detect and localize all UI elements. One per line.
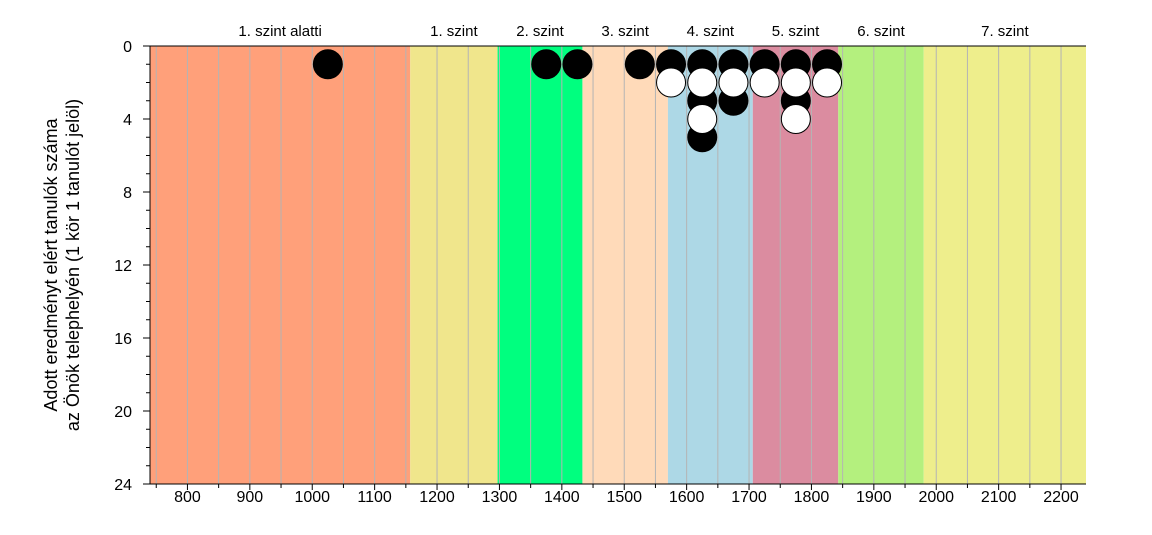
data-point-open (780, 67, 811, 98)
x-tick-label: 1400 (544, 489, 580, 506)
x-tick-label: 1100 (357, 489, 392, 506)
y-tick-label: 24 (114, 477, 132, 494)
y-tick-label: 20 (114, 404, 132, 421)
x-tick-label: 2100 (981, 489, 1017, 506)
data-point-open (718, 67, 749, 98)
x-tick-label: 1000 (294, 489, 330, 506)
vertical-gridlines (155, 46, 1062, 484)
level-band-4 (582, 46, 668, 484)
x-tick-label: 800 (174, 489, 201, 506)
level-label-5: 4. szint (687, 23, 735, 40)
data-point-open (656, 67, 687, 98)
level-band-1 (150, 46, 411, 484)
level-label-8: 7. szint (981, 23, 1029, 40)
x-tick-label: 2200 (1043, 489, 1079, 506)
data-point-filled (624, 49, 655, 80)
y-tick-label: 4 (123, 112, 132, 129)
y-axis-ticks: 0 4 8 12 16 20 24 (114, 39, 150, 494)
data-point-open (687, 67, 718, 98)
level-band-2 (410, 46, 498, 484)
x-tick-label: 1900 (856, 489, 892, 506)
data-point-filled (312, 49, 343, 80)
x-tick-label: 1600 (669, 489, 705, 506)
data-point-open (780, 104, 811, 134)
level-label-2: 1. szint (430, 23, 478, 40)
data-points (312, 49, 843, 153)
y-axis-label-line-2: az Önök telephelyén (1 kör 1 tanulót jel… (63, 99, 83, 431)
y-tick-label: 8 (123, 185, 132, 202)
data-point-open (749, 67, 780, 98)
y-axis-label-line-1: Adott eredményt elért tanulók száma (41, 117, 61, 411)
y-axis-title: Adott eredményt elért tanulók száma az Ö… (41, 99, 83, 431)
y-tick-label: 0 (123, 39, 132, 56)
level-label-1: 1. szint alatti (238, 23, 321, 40)
level-band-7 (838, 46, 924, 484)
level-bands (150, 46, 1086, 484)
y-tick-label: 12 (114, 258, 132, 275)
x-tick-label: 900 (236, 489, 263, 506)
level-label-7: 6. szint (857, 23, 905, 40)
data-point-filled (562, 49, 593, 80)
x-tick-label: 1500 (606, 489, 642, 506)
y-tick-label: 16 (114, 331, 132, 348)
level-label-4: 3. szint (601, 23, 649, 40)
x-tick-label: 1300 (482, 489, 518, 506)
x-tick-label: 1700 (731, 489, 767, 506)
level-label-6: 5. szint (772, 23, 820, 40)
x-tick-label: 1200 (419, 489, 455, 506)
data-point-open (812, 67, 843, 98)
data-point-open (687, 104, 718, 134)
level-band-3 (497, 46, 583, 484)
level-labels: 1. szint alatti 1. szint 2. szint 3. szint 4… (238, 23, 1029, 40)
level-label-3: 2. szint (516, 23, 564, 40)
x-tick-label: 1800 (794, 489, 830, 506)
x-axis-ticks: 800 900 1000 1100 1200 1300 1400 1500 1600 1700 18… (155, 484, 1079, 506)
x-tick-label: 2000 (918, 489, 954, 506)
data-point-filled (531, 49, 562, 80)
level-band-8 (923, 46, 1086, 484)
